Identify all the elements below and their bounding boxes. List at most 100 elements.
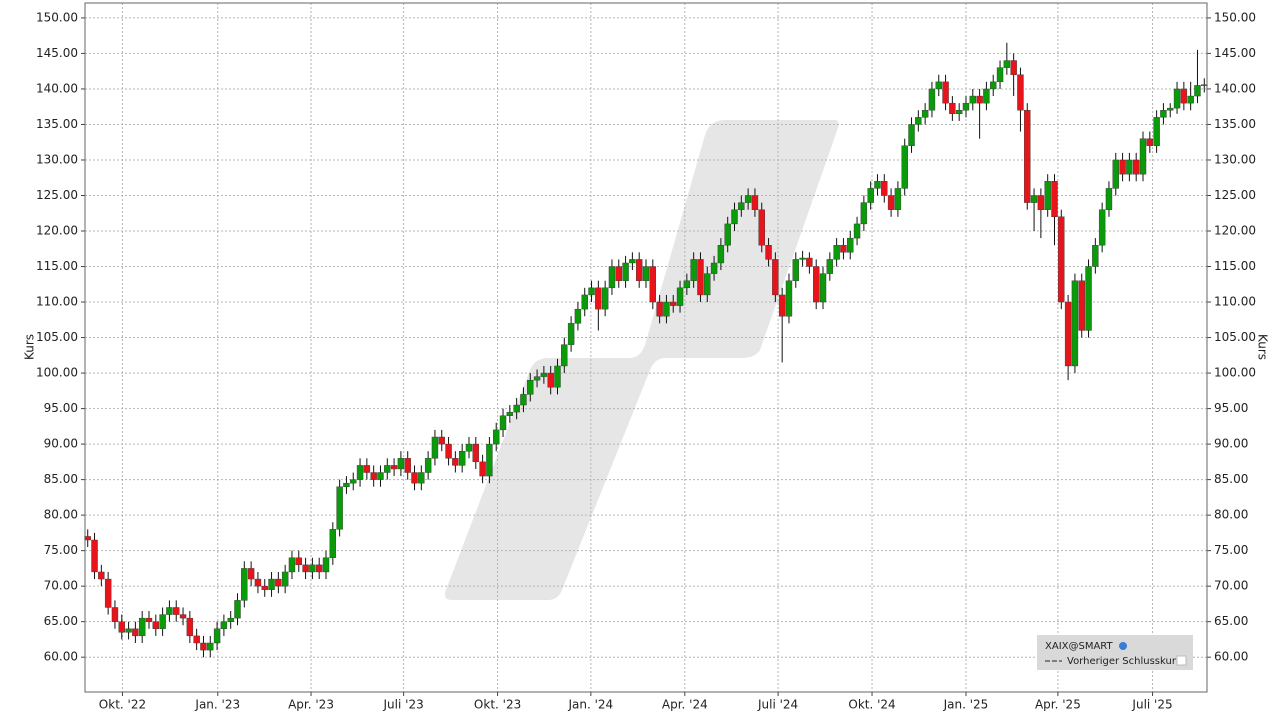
candle-body bbox=[608, 266, 616, 289]
y-tick-label: 65.00 bbox=[44, 614, 78, 628]
candle-body bbox=[377, 472, 384, 480]
candle-body bbox=[663, 301, 670, 317]
candle-body bbox=[384, 465, 391, 473]
y-tick-label: 110.00 bbox=[36, 295, 78, 309]
candle-body bbox=[874, 181, 881, 189]
candle-body bbox=[697, 259, 704, 296]
candle-body bbox=[445, 443, 452, 459]
candle-body bbox=[724, 223, 731, 246]
legend-previous-close: Vorheriger Schlusskurs bbox=[1067, 656, 1181, 667]
candle-body bbox=[493, 429, 500, 445]
candle-body bbox=[431, 436, 439, 459]
y2-tick-label: 150.00 bbox=[1214, 10, 1256, 24]
candle-body bbox=[1160, 110, 1167, 118]
candle-body bbox=[173, 607, 180, 615]
legend-checkbox[interactable] bbox=[1176, 655, 1187, 666]
x-tick-label: Apr. '24 bbox=[662, 698, 708, 712]
candle-body bbox=[234, 600, 241, 619]
candle-body bbox=[1153, 117, 1160, 146]
candle-body bbox=[656, 301, 663, 317]
candle-body bbox=[84, 536, 91, 541]
y2-tick-label: 90.00 bbox=[1214, 437, 1248, 451]
plot-frame bbox=[84, 2, 1208, 693]
x-tick-label: Jan. '24 bbox=[568, 698, 614, 712]
candle-body bbox=[1071, 280, 1079, 367]
candle-body bbox=[561, 344, 568, 367]
y-tick-label: 100.00 bbox=[36, 366, 78, 380]
candle-body bbox=[996, 67, 1004, 83]
candle-body bbox=[955, 110, 963, 115]
candle-body bbox=[813, 266, 820, 303]
candle-body bbox=[499, 415, 507, 431]
candle-body bbox=[1037, 195, 1045, 210]
y2-tick-label: 110.00 bbox=[1214, 295, 1256, 309]
candle-body bbox=[241, 568, 248, 601]
candle-body bbox=[540, 372, 548, 377]
candle-body bbox=[465, 443, 473, 452]
candle-body bbox=[581, 294, 588, 310]
candle-body bbox=[404, 458, 411, 473]
y-tick-label: 130.00 bbox=[36, 152, 78, 166]
candle-body bbox=[125, 628, 132, 633]
candle-body bbox=[806, 257, 813, 267]
candle-body bbox=[990, 81, 997, 90]
candle-body bbox=[452, 458, 459, 466]
candle-body bbox=[595, 287, 602, 310]
y2-tick-label: 60.00 bbox=[1214, 650, 1248, 664]
candle-body bbox=[159, 614, 166, 629]
y-tick-label: 150.00 bbox=[36, 10, 78, 24]
candle-body bbox=[363, 465, 371, 473]
candle-body bbox=[479, 461, 486, 477]
candle-body bbox=[683, 280, 691, 289]
candle-body bbox=[343, 482, 350, 487]
candle-body bbox=[1173, 88, 1181, 109]
y-tick-label: 125.00 bbox=[36, 188, 78, 202]
candle-body bbox=[887, 195, 895, 210]
candle-body bbox=[179, 614, 187, 619]
candle-body bbox=[1126, 159, 1133, 175]
candle-body bbox=[1187, 95, 1194, 104]
candle-body bbox=[588, 287, 595, 296]
y2-tick-label: 100.00 bbox=[1214, 366, 1256, 380]
candle-body bbox=[731, 209, 738, 225]
candle-body bbox=[254, 578, 262, 587]
x-tick-label: Okt. '23 bbox=[474, 698, 521, 712]
candle-body bbox=[962, 102, 970, 111]
x-tick-label: Juli '24 bbox=[757, 698, 798, 712]
candle-body bbox=[336, 486, 343, 530]
candle-body bbox=[799, 257, 806, 260]
candle-body bbox=[261, 585, 268, 590]
candle-body bbox=[329, 529, 337, 558]
candle-body bbox=[921, 110, 929, 118]
candle-body bbox=[1044, 181, 1051, 210]
candle-body bbox=[840, 245, 847, 253]
candle-body bbox=[424, 458, 432, 473]
candle-body bbox=[819, 273, 827, 303]
candle-body bbox=[506, 411, 514, 416]
candle-body bbox=[622, 262, 629, 281]
candle-body bbox=[322, 557, 330, 573]
candle-body bbox=[295, 557, 302, 566]
candle-body bbox=[1024, 110, 1031, 203]
candle-body bbox=[356, 465, 364, 480]
candle-body bbox=[397, 458, 405, 470]
candle-body bbox=[288, 557, 296, 573]
y-tick-label: 80.00 bbox=[44, 508, 78, 522]
candle-body bbox=[193, 635, 200, 644]
candle-body bbox=[554, 365, 561, 388]
y-tick-label: 70.00 bbox=[44, 579, 78, 593]
legend-box bbox=[1037, 635, 1193, 670]
candle-body bbox=[676, 287, 684, 306]
candle-body bbox=[615, 266, 622, 281]
candle-body bbox=[717, 245, 725, 264]
candle-body bbox=[118, 621, 125, 633]
y-tick-label: 140.00 bbox=[36, 81, 78, 95]
candle-body bbox=[104, 578, 112, 608]
y2-tick-label: 115.00 bbox=[1214, 259, 1256, 273]
candle-body bbox=[860, 202, 868, 225]
y2-tick-label: 130.00 bbox=[1214, 152, 1256, 166]
watermark bbox=[444, 120, 839, 600]
candle-body bbox=[547, 372, 554, 388]
candle-body bbox=[1064, 301, 1072, 367]
candle-body bbox=[370, 472, 377, 480]
